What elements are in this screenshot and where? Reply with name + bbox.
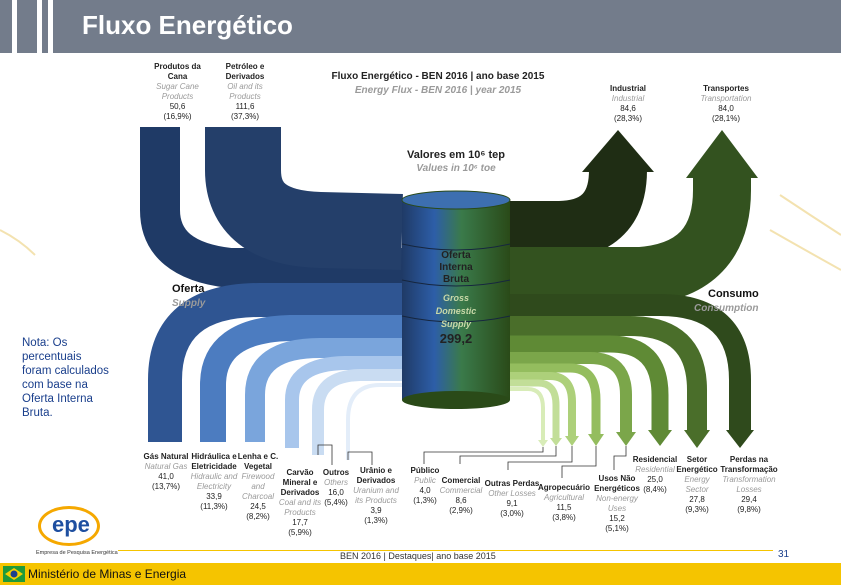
- use-transport: Transportes Transportation 84,0 (28,1%): [700, 84, 752, 123]
- use-other-losses: Outras Perdas Other Losses 9,1 (3,0%): [484, 479, 540, 518]
- epe-logo: epe: [38, 506, 108, 546]
- center-label-3: Bruta: [442, 274, 470, 285]
- source-sugar-cane: Produtos da Cana Sugar Cane Products 50,6(…: [154, 62, 201, 121]
- use-public: Público Public 4,0 (1,3%): [410, 466, 440, 505]
- units-label-en: Values in 10⁶ toe: [416, 163, 496, 174]
- flow-transformation-losses: [510, 294, 751, 430]
- supply-label-en: Supply: [172, 298, 206, 309]
- flow-residential: [510, 335, 669, 430]
- header-bar: Fluxo Energético: [0, 0, 841, 53]
- header-stripe: [37, 0, 42, 53]
- center-label-2: Interna: [439, 262, 473, 273]
- epe-logo-text: epe: [52, 512, 90, 537]
- use-non-energy: Usos Não Energéticos Non-energy Uses 15,2(…: [594, 474, 640, 533]
- center-label-en-3: Supply: [440, 319, 471, 329]
- note-text: Nota: Os percentuais foram calculados co…: [22, 337, 109, 419]
- flow-firewood: [245, 338, 402, 442]
- use-energy-sector: Setor Energético Energy Sector 27,8 (9,3%): [676, 455, 718, 514]
- source-natural-gas: Gás Natural Natural Gas 41,0 (13,7%): [143, 452, 189, 491]
- center-label-1: Oferta: [441, 250, 471, 261]
- source-oil: Petróleo e Derivados Oil and its Products…: [225, 62, 265, 121]
- footer-caption: BEN 2016 | Destaques| ano base 2015: [340, 551, 496, 561]
- flow-industrial: [510, 168, 647, 259]
- source-uranium: Urânio e Derivados Uranium and its Produc…: [353, 466, 399, 525]
- flow-others: [312, 369, 402, 455]
- use-transformation-losses: Perdas na Transformação Transformation Lo…: [720, 455, 778, 514]
- consumption-label: Consumo: [708, 288, 759, 300]
- brazil-flag-icon: [3, 566, 25, 582]
- flow-transport: [510, 178, 751, 305]
- flow-uranium: [346, 383, 402, 460]
- center-label-en-2: Domestic: [435, 306, 477, 316]
- page-number: 31: [778, 549, 790, 560]
- source-firewood: Lenha e C. Vegetal Firewood and Charcoal 2…: [237, 452, 279, 521]
- flow-hydro: [200, 315, 402, 442]
- center-label-en-1: Gross: [442, 293, 469, 303]
- flow-non-energy: [510, 352, 632, 432]
- source-hydro: Hidráulica e Eletricidade Hidraulic and E…: [190, 452, 238, 511]
- flow-sugar-cane: [140, 127, 402, 288]
- use-agricultural: Agropecuário Agricultural 11,5 (3,8%): [537, 483, 590, 522]
- center-value: 299,2: [439, 331, 473, 346]
- flow-oil: [205, 127, 403, 270]
- diagram-subtitle: Energy Flux - BEN 2016 | year 2015: [354, 85, 522, 96]
- flow-public: [510, 387, 545, 440]
- use-industrial: Industrial Industrial 84,6 (28,3%): [609, 84, 646, 123]
- epe-caption: Empresa de Pesquisa Energética: [36, 550, 118, 556]
- source-others: Outros Others 16,0 (5,4%): [322, 468, 350, 507]
- footer-line: [118, 550, 773, 551]
- footer-bar: Ministério de Minas e Energia: [0, 563, 841, 585]
- header-stripe: [12, 0, 17, 53]
- diagram-title: Fluxo Energético - BEN 2016 | ano base 2…: [331, 71, 545, 82]
- units-label: Valores em 10⁶ tep: [406, 149, 505, 161]
- use-residential: Residencial Residential 25,0 (8,4%): [632, 455, 678, 494]
- flow-commercial: [510, 379, 560, 438]
- flow-natural-gas: [148, 283, 402, 442]
- consumption-label-en: Consumption: [694, 303, 759, 314]
- flow-coal: [285, 356, 402, 448]
- supply-label: Oferta: [172, 283, 205, 295]
- source-coal: Carvão Mineral e Derivados Coal and its P…: [278, 468, 322, 537]
- flow-agricultural: [510, 363, 601, 434]
- ministry-label: Ministério de Minas e Energia: [28, 567, 187, 581]
- center-cylinder: [402, 200, 510, 400]
- page-title: Fluxo Energético: [82, 10, 293, 40]
- flow-energy-sector: [510, 316, 707, 430]
- use-commercial: Comercial Commercial 8,6 (2,9%): [439, 476, 483, 515]
- flow-other-losses: [510, 372, 576, 436]
- header-stripe: [48, 0, 53, 53]
